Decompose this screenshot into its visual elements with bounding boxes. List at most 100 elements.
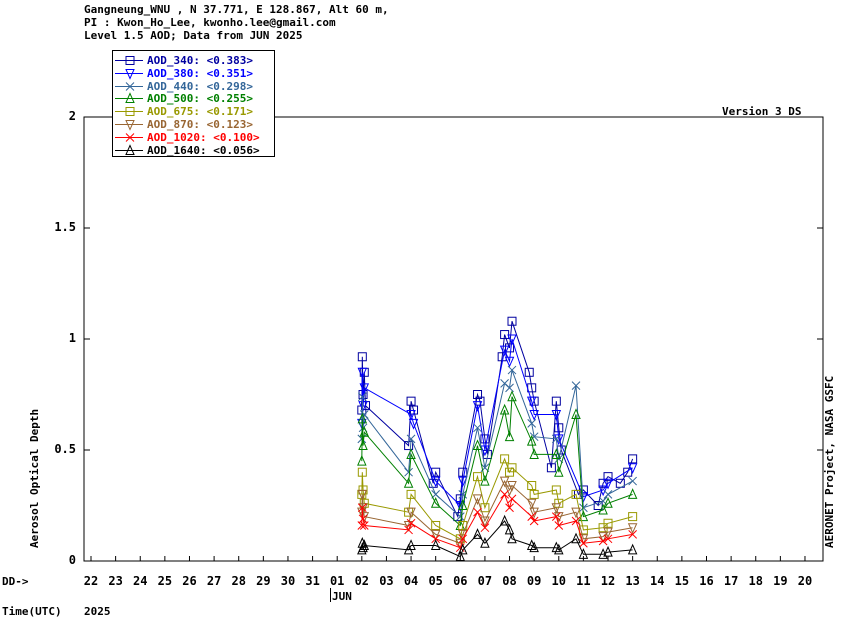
data-point-aod_440: [357, 392, 367, 402]
data-point-aod_440: [455, 512, 465, 521]
plot-frame: [83, 116, 824, 562]
data-point-aod_500: [627, 488, 638, 499]
data-point-aod_500: [507, 390, 517, 402]
data-point-aod_675: [406, 489, 416, 499]
x-tick-label: 15: [674, 574, 690, 588]
series-line-aod_340: [361, 321, 634, 519]
data-point-aod_500: [358, 439, 368, 451]
data-point-aod_870: [571, 507, 581, 519]
legend-swatch: [115, 143, 143, 155]
legend-label: AOD_675: <0.171>: [147, 105, 253, 119]
data-point-aod_675: [551, 485, 561, 495]
legend-item-aod_340: AOD_340: <0.383>: [113, 54, 274, 67]
data-point-aod_380: [358, 401, 368, 412]
data-point-aod_870: [472, 494, 483, 506]
data-point-aod_870: [406, 507, 416, 519]
legend-swatch: [115, 92, 143, 104]
data-point-aod_870: [603, 527, 613, 539]
legend-label: AOD_340: <0.383>: [147, 54, 253, 67]
x-tick-label: 30: [280, 574, 296, 588]
data-point-aod_440: [571, 381, 581, 390]
data-point-aod_1020: [480, 523, 490, 533]
y-tick-label: 0.5: [54, 442, 76, 456]
data-point-aod_500: [357, 454, 367, 466]
x-tick-label: 17: [723, 574, 739, 588]
legend-swatch: [115, 68, 143, 80]
legend-label: AOD_1640: <0.056>: [147, 143, 260, 157]
data-point-aod_440: [404, 467, 413, 477]
data-point-aod_340: [593, 501, 603, 510]
data-point-aod_1020: [404, 525, 413, 535]
data-point-aod_380: [499, 345, 510, 357]
data-point-aod_340: [431, 467, 441, 477]
y-tick-label: 1: [68, 331, 76, 345]
x-tick-label: 07: [477, 574, 493, 588]
data-point-aod_1640: [472, 528, 483, 539]
legend-swatch: [115, 56, 143, 65]
data-point-aod_500: [529, 448, 539, 459]
x-tick-label: 29: [256, 574, 271, 588]
data-point-aod_1020: [458, 534, 468, 544]
data-point-aod_1640: [430, 539, 441, 550]
site-title: Gangneung_WNU , N 37.771, E 128.867, Alt…: [84, 3, 389, 16]
series-line-aod_380: [361, 338, 633, 507]
x-tick-label: 16: [699, 574, 714, 588]
data-point-aod_500: [571, 408, 581, 419]
y-tick-label: 1.5: [54, 220, 76, 234]
data-point-aod_870: [598, 532, 608, 543]
series-line-aod_1020: [361, 493, 633, 549]
data-point-aod_380: [529, 409, 539, 421]
legend-item-aod_1640: AOD_1640: <0.056>: [113, 144, 274, 157]
data-point-aod_340: [623, 467, 633, 477]
data-point-aod_1640: [526, 539, 537, 550]
data-point-aod_440: [527, 419, 537, 428]
version-label: Version 3 DS: [722, 105, 802, 118]
data-point-aod_1020: [500, 490, 509, 499]
data-point-aod_340: [603, 472, 613, 482]
data-point-aod_500: [457, 499, 468, 510]
data-point-aod_500: [499, 403, 510, 415]
data-point-aod_1020: [571, 516, 581, 526]
data-point-aod_870: [480, 516, 490, 528]
data-point-aod_380: [357, 367, 368, 379]
x-tick-label: 25: [157, 574, 173, 588]
data-point-aod_1640: [480, 537, 490, 548]
data-point-aod_340: [507, 316, 517, 326]
x-tick-label: 12: [600, 574, 616, 588]
legend-item-aod_380: AOD_380: <0.351>: [113, 67, 274, 80]
data-point-aod_1020: [529, 516, 539, 526]
data-point-aod_1640: [499, 514, 510, 526]
x-tick-label: 27: [206, 574, 222, 588]
data-point-aod_380: [359, 383, 370, 395]
month-label: JUN: [332, 590, 352, 603]
data-point-aod_1640: [455, 550, 466, 562]
data-point-aod_675: [473, 472, 483, 482]
data-point-aod_340: [551, 396, 561, 406]
data-point-aod_1020: [628, 530, 637, 539]
data-point-aod_870: [455, 538, 466, 550]
x-tick-label: 14: [650, 574, 665, 588]
data-point-aod_870: [358, 503, 368, 514]
data-point-aod_1020: [554, 521, 564, 530]
data-point-aod_870: [578, 534, 589, 546]
data-point-aod_1640: [554, 543, 564, 555]
data-point-aod_380: [578, 492, 589, 503]
data-point-aod_1640: [507, 532, 517, 544]
x-tick-label: 03: [379, 574, 394, 588]
data-point-aod_440: [473, 423, 482, 433]
data-point-aod_870: [526, 498, 537, 510]
y-tick-label: 2: [68, 109, 76, 123]
legend-label: AOD_870: <0.123>: [147, 118, 253, 131]
data-point-aod_1640: [406, 539, 416, 550]
data-point-aod_380: [627, 463, 638, 474]
data-level-info: Level 1.5 AOD; Data from JUN 2025: [84, 29, 303, 42]
x-tick-label: 01: [329, 574, 345, 588]
data-point-aod_675: [529, 489, 539, 499]
data-point-aod_675: [507, 463, 517, 473]
legend-label: AOD_440: <0.298>: [147, 79, 253, 93]
legend-label: AOD_500: <0.255>: [147, 92, 253, 106]
x-tick-label: 26: [182, 574, 197, 588]
legend-item-aod_500: AOD_500: <0.255>: [113, 92, 274, 105]
data-point-aod_675: [628, 512, 638, 522]
